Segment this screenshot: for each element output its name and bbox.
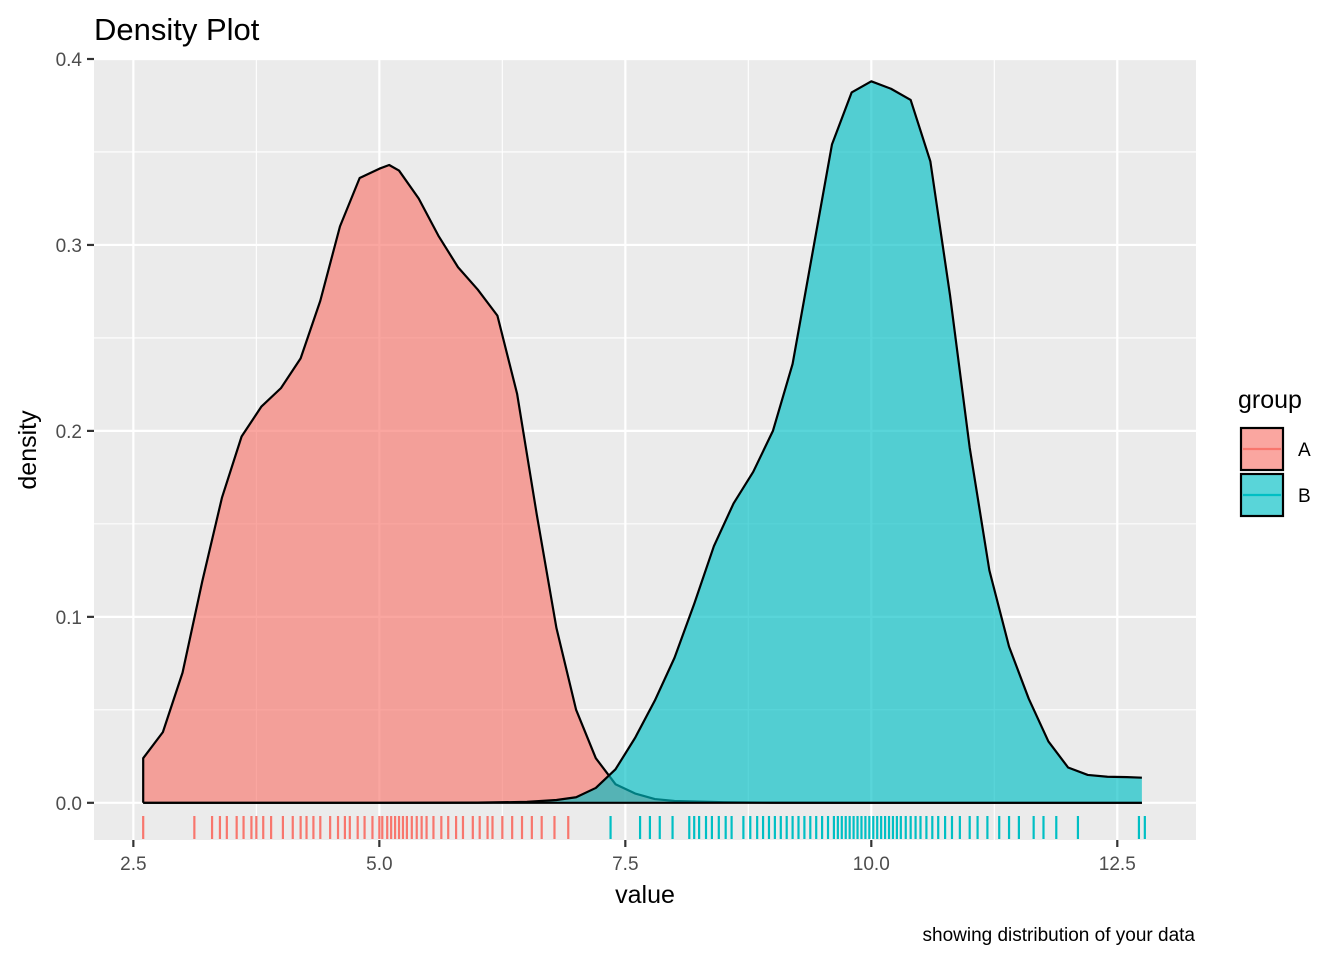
- x-tick-label: 10.0: [853, 854, 890, 875]
- y-axis: 0.0 0.1 0.2 0.3 0.4: [56, 50, 94, 815]
- density-area-b: [143, 81, 1142, 803]
- density-area-a: [143, 164, 1142, 803]
- x-tick-label: 12.5: [1099, 854, 1136, 875]
- y-tick-label: 0.0: [56, 794, 82, 815]
- chart-title: Density Plot: [94, 12, 260, 47]
- density-areas: [142, 80, 1142, 804]
- legend: group A B: [1238, 386, 1311, 518]
- density-outline-b: [143, 80, 1142, 804]
- x-axis-title: value: [615, 881, 675, 909]
- x-tick-label: 5.0: [366, 854, 392, 875]
- legend-label-b: B: [1298, 486, 1311, 507]
- y-tick-label: 0.2: [56, 422, 82, 443]
- legend-label-a: A: [1298, 440, 1311, 461]
- x-tick-label: 2.5: [120, 854, 146, 875]
- x-axis: 2.5 5.0 7.5 10.0 12.5: [120, 840, 1136, 875]
- rug-marks: [142, 816, 1146, 839]
- y-axis-title: density: [14, 410, 42, 490]
- chart-caption: showing distribution of your data: [923, 925, 1196, 946]
- legend-title: group: [1238, 386, 1302, 414]
- y-tick-label: 0.1: [56, 608, 82, 629]
- y-tick-label: 0.4: [56, 50, 83, 71]
- x-tick-label: 7.5: [612, 854, 638, 875]
- y-tick-label: 0.3: [56, 236, 82, 257]
